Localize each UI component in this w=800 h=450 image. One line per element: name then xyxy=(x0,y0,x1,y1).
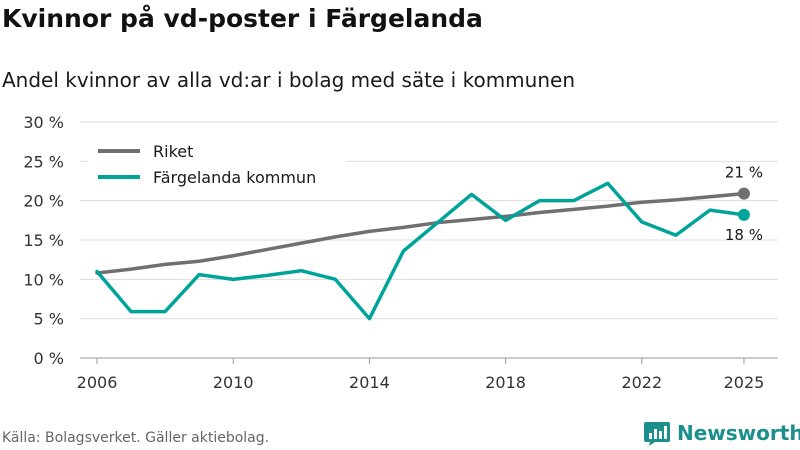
series-end-point-kommun xyxy=(737,208,750,221)
x-tick-label: 2006 xyxy=(77,373,118,392)
y-tick-label: 20 % xyxy=(23,192,64,211)
x-tick-label: 2018 xyxy=(485,373,526,392)
y-tick-label: 25 % xyxy=(23,152,64,171)
series-line-kommun xyxy=(95,181,746,321)
data-label-end-kommun: 18 % xyxy=(725,226,763,244)
y-tick-label: 10 % xyxy=(23,270,64,289)
x-tick-label: 2010 xyxy=(213,373,254,392)
source-note: Källa: Bolagsverket. Gäller aktiebolag. xyxy=(2,430,270,446)
y-axis: 0 % 5 % 10 % 15 % 20 % 25 % 30 % xyxy=(23,113,64,368)
x-tick-label: 2025 xyxy=(724,373,765,392)
y-tick-label: 0 % xyxy=(34,349,64,368)
y-tick-label: 30 % xyxy=(23,113,64,132)
chart-title: Kvinnor på vd-poster i Färgelanda xyxy=(2,4,483,33)
legend: Riket Färgelanda kommun xyxy=(88,136,346,194)
x-tick-label: 2014 xyxy=(349,373,390,392)
series-group: 21 % 18 % xyxy=(95,164,763,321)
legend-background xyxy=(88,136,346,194)
y-tick-label: 15 % xyxy=(23,231,64,250)
series-line-riket xyxy=(95,191,746,275)
brand-name: Newsworthy xyxy=(677,421,800,445)
newsworthy-logo-icon xyxy=(644,422,670,446)
data-label-end-riket: 21 % xyxy=(725,164,763,182)
y-tick-label: 5 % xyxy=(34,310,64,329)
x-axis: 2006 2010 2014 2018 2022 2025 xyxy=(77,358,765,392)
brand-logo: Newsworthy xyxy=(643,420,800,446)
series-end-point-riket xyxy=(737,187,750,200)
legend-label-kommun: Färgelanda kommun xyxy=(153,168,316,187)
x-tick-label: 2022 xyxy=(621,373,662,392)
legend-label-riket: Riket xyxy=(153,142,193,161)
chart-subtitle: Andel kvinnor av alla vd:ar i bolag med … xyxy=(2,68,575,92)
